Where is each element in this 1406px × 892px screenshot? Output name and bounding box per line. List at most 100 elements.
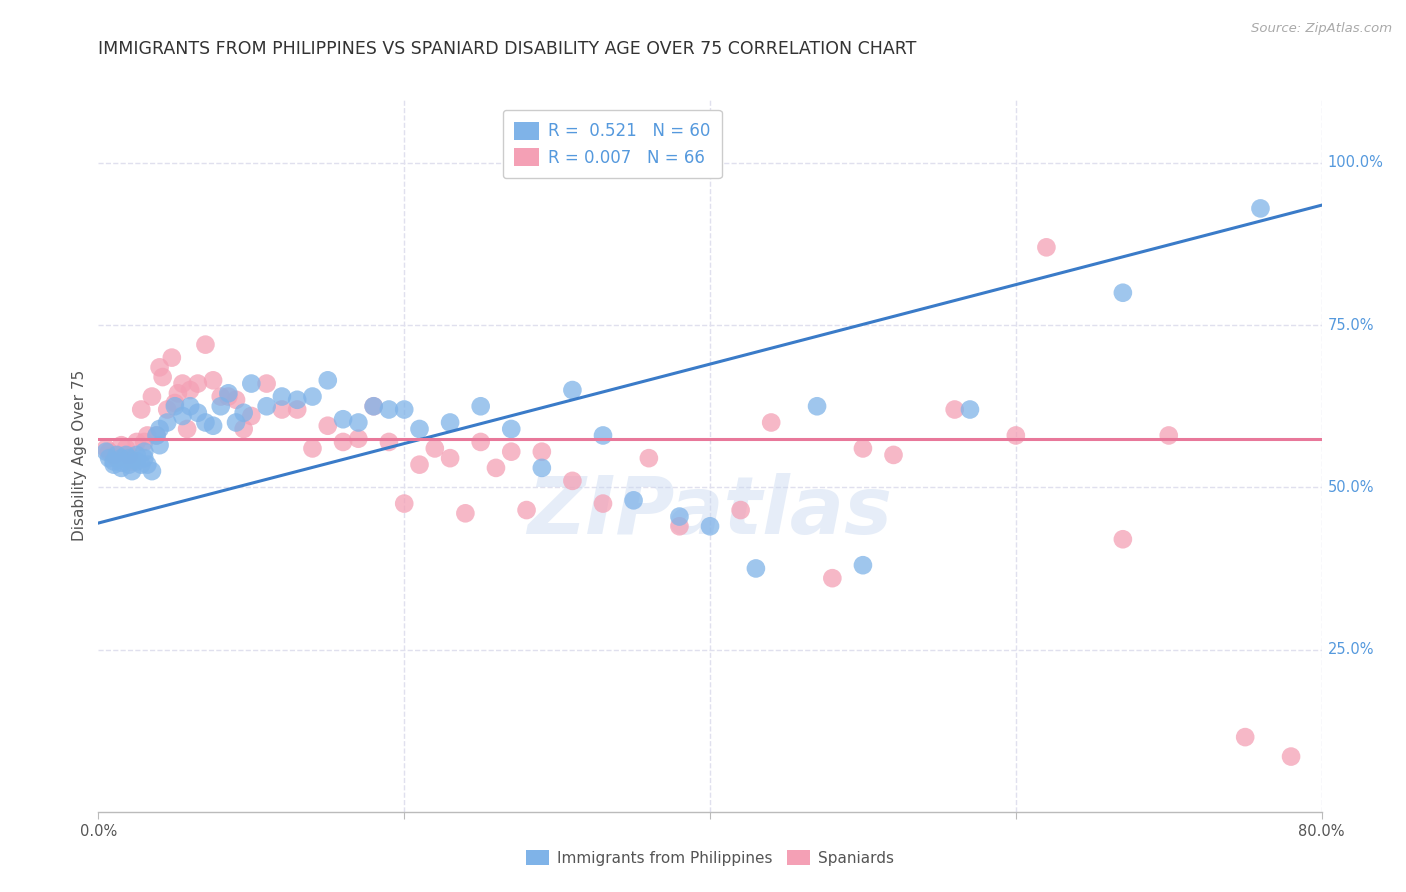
Point [121, 454, 143, 468]
Point [129, 458, 152, 472]
Point [202, 373, 225, 387]
Point [94, 442, 117, 456]
Point [316, 418, 339, 433]
Point [943, 402, 966, 417]
Point [301, 442, 323, 456]
Point [745, 561, 768, 575]
Point [118, 458, 141, 472]
Point [172, 409, 194, 423]
Point [149, 360, 172, 375]
Point [156, 402, 179, 417]
Point [141, 390, 163, 404]
Point [392, 402, 416, 417]
Point [225, 392, 247, 407]
Point [730, 503, 752, 517]
Point [485, 461, 508, 475]
Point [225, 416, 247, 430]
Point [115, 448, 138, 462]
Point [821, 571, 844, 585]
Point [167, 386, 190, 401]
Point [187, 406, 209, 420]
Point [149, 438, 172, 452]
Point [110, 461, 132, 475]
Point [103, 458, 125, 472]
Point [156, 416, 179, 430]
Point [1112, 285, 1135, 300]
Point [285, 402, 308, 417]
Point [392, 497, 416, 511]
Point [105, 451, 128, 466]
Point [363, 399, 385, 413]
Point [194, 337, 217, 351]
Text: 100.0%: 100.0% [1327, 155, 1384, 170]
Point [125, 448, 148, 462]
Point [118, 451, 141, 466]
Point [202, 418, 225, 433]
Point [256, 399, 278, 413]
Point [423, 442, 446, 456]
Point [136, 428, 159, 442]
Point [852, 558, 875, 573]
Point [301, 390, 323, 404]
Point [852, 442, 875, 456]
Point [145, 428, 167, 442]
Point [408, 422, 430, 436]
Point [439, 451, 461, 466]
Point [194, 416, 217, 430]
Point [501, 422, 523, 436]
Point [883, 448, 905, 462]
Point [103, 454, 125, 468]
Y-axis label: Disability Age Over 75: Disability Age Over 75 [72, 369, 87, 541]
Point [240, 376, 263, 391]
Point [217, 386, 239, 401]
Point [454, 506, 477, 520]
Point [232, 406, 254, 420]
Point [378, 434, 401, 449]
Point [115, 442, 138, 456]
Point [759, 416, 782, 430]
Point [163, 396, 186, 410]
Point [149, 422, 172, 436]
Point [187, 376, 209, 391]
Point [209, 399, 232, 413]
Point [1035, 240, 1057, 254]
Point [347, 432, 370, 446]
Point [134, 434, 156, 449]
Point [561, 383, 583, 397]
Point [285, 392, 308, 407]
Point [179, 383, 201, 397]
Point [561, 474, 583, 488]
Point [134, 444, 156, 458]
Text: 50.0%: 50.0% [1327, 480, 1374, 495]
Point [179, 399, 201, 413]
Point [270, 402, 292, 417]
Point [125, 434, 148, 449]
Point [240, 409, 263, 423]
Point [332, 434, 354, 449]
Text: Source: ZipAtlas.com: Source: ZipAtlas.com [1251, 22, 1392, 36]
Point [378, 402, 401, 417]
Point [470, 399, 492, 413]
Point [136, 458, 159, 472]
Point [806, 399, 828, 413]
Point [1234, 730, 1257, 744]
Point [699, 519, 721, 533]
Point [98, 451, 121, 466]
Point [316, 373, 339, 387]
Point [408, 458, 430, 472]
Point [1157, 428, 1180, 442]
Text: 75.0%: 75.0% [1327, 318, 1374, 333]
Point [176, 422, 198, 436]
Point [98, 444, 121, 458]
Point [217, 390, 239, 404]
Point [121, 464, 143, 478]
Point [134, 451, 156, 466]
Point [94, 444, 117, 458]
Point [110, 438, 132, 452]
Text: ZIPatlas: ZIPatlas [527, 473, 893, 551]
Point [668, 519, 690, 533]
Point [256, 376, 278, 391]
Point [209, 390, 232, 404]
Point [516, 503, 538, 517]
Point [530, 461, 553, 475]
